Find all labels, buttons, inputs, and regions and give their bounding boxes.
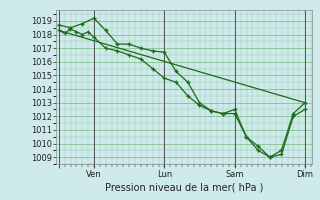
X-axis label: Pression niveau de la mer( hPa ): Pression niveau de la mer( hPa ) — [105, 183, 263, 193]
